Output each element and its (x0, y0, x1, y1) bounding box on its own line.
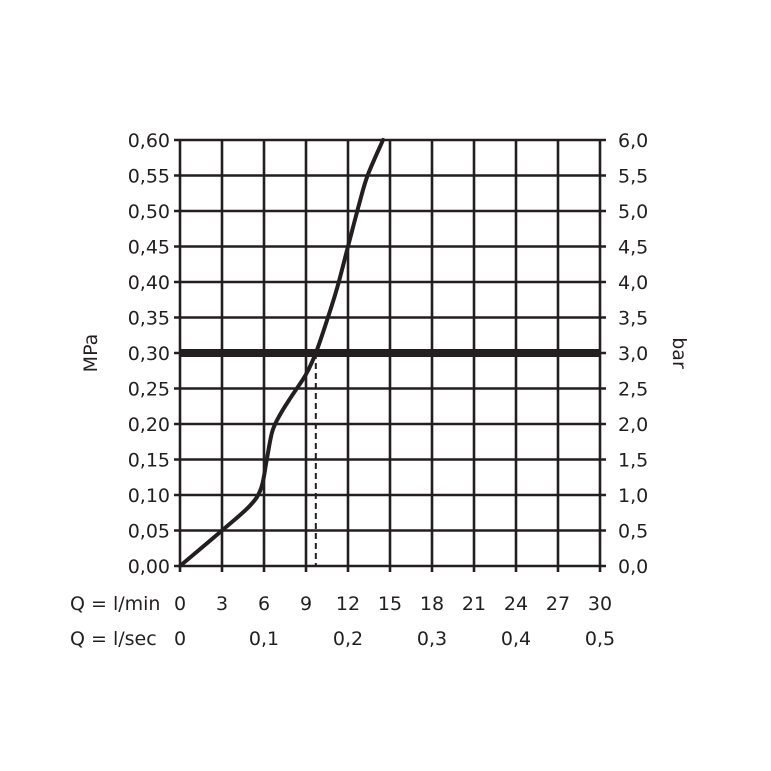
x-tick-label-lsec: 0 (174, 628, 186, 650)
y-tick-label-mpa: 0,55 (128, 166, 170, 188)
y-tick-label-bar: 1,5 (618, 450, 648, 472)
y-tick-label-mpa: 0,30 (128, 343, 170, 365)
x-tick-label-lmin: 27 (546, 593, 570, 615)
x-tick-label-lsec: 0,4 (501, 628, 531, 650)
x-tick-label-lmin: 9 (300, 593, 312, 615)
y-tick-label-mpa: 0,25 (128, 379, 170, 401)
y-tick-label-bar: 0,0 (618, 556, 648, 578)
x-tick-label-lsec: 0,3 (417, 628, 447, 650)
reference-layer (180, 349, 600, 566)
y-tick-label-bar: 2,5 (618, 379, 648, 401)
y-tick-label-bar: 4,5 (618, 237, 648, 259)
x-tick-label-lmin: 21 (462, 593, 486, 615)
tick-labels: 0 3 6 9 12 15 18 21 24 27 300,00 0,00,05 0,50,10 1,00… (128, 130, 649, 650)
y-tick-label-bar: 4,0 (618, 272, 648, 294)
flow-curve (178, 138, 385, 568)
y-tick-label-mpa: 0,10 (128, 485, 170, 507)
x-tick-label-lmin: 6 (258, 593, 270, 615)
x-tick-label-lmin: 30 (588, 593, 612, 615)
y-tick-label-bar: 3,5 (618, 308, 648, 330)
y-tick-label-bar: 0,5 (618, 521, 648, 543)
x-tick-label-lmin: 3 (216, 593, 228, 615)
x-tick-label-lmin: 18 (420, 593, 444, 615)
x-tick-label-lmin: 12 (336, 593, 360, 615)
y-tick-label-mpa: 0,40 (128, 272, 170, 294)
x-tick-label-lmin: 0 (174, 593, 186, 615)
y-tick-label-bar: 2,0 (618, 414, 648, 436)
y-axis-label-left: MPa (80, 334, 102, 373)
x-axis-label-lmin: Q = l/min (70, 593, 160, 615)
x-tick-label-lsec: 0,2 (333, 628, 363, 650)
x-axis-label-lsec: Q = l/sec (70, 628, 157, 650)
y-tick-label-mpa: 0,60 (128, 130, 170, 152)
x-tick-label-lsec: 0,1 (249, 628, 279, 650)
x-tick-label-lsec: 0,5 (585, 628, 615, 650)
x-tick-label-lmin: 15 (378, 593, 402, 615)
y-tick-label-bar: 1,0 (618, 485, 648, 507)
curve-layer (178, 138, 385, 568)
x-tick-label-lmin: 24 (504, 593, 528, 615)
y-tick-label-bar: 5,5 (618, 166, 648, 188)
y-tick-label-mpa: 0,15 (128, 450, 170, 472)
y-tick-label-bar: 6,0 (618, 130, 648, 152)
y-tick-label-mpa: 0,35 (128, 308, 170, 330)
y-tick-label-mpa: 0,20 (128, 414, 170, 436)
y-tick-label-mpa: 0,05 (128, 521, 170, 543)
y-axis-label-right: bar (668, 337, 690, 369)
y-tick-label-mpa: 0,00 (128, 556, 170, 578)
y-tick-label-bar: 3,0 (618, 343, 648, 365)
y-tick-label-mpa: 0,50 (128, 201, 170, 223)
y-tick-label-bar: 5,0 (618, 201, 648, 223)
y-tick-label-mpa: 0,45 (128, 237, 170, 259)
